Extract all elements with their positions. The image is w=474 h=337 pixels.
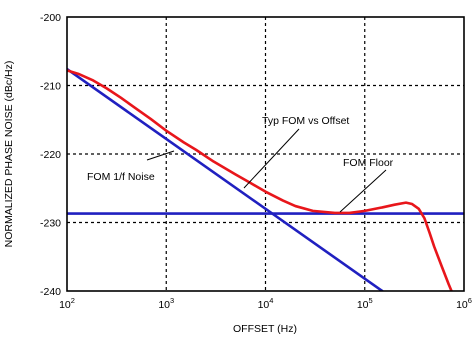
x-tick-label: 104 xyxy=(258,296,274,311)
y-tick-label: -210 xyxy=(40,81,61,93)
x-tick-label: 106 xyxy=(456,296,472,311)
series-fom-1-f-noise xyxy=(67,67,384,291)
annotation-typ-fom: Typ FOM vs Offset xyxy=(262,115,349,127)
annotation-leader-floor xyxy=(339,169,387,213)
y-tick-label: -220 xyxy=(40,149,61,161)
grid-lines xyxy=(67,17,464,291)
y-tick-label: -230 xyxy=(40,218,61,230)
annotation-leader-1f xyxy=(146,150,175,161)
annotation-fom-floor: FOM Floor xyxy=(343,157,394,169)
axis-ticks: 102 103 104 105 106 -200 -210 -220 -230 -240 xyxy=(40,12,472,311)
annotation-fom-1f: FOM 1/f Noise xyxy=(87,171,155,183)
x-tick-label: 102 xyxy=(59,296,75,311)
y-tick-label: -200 xyxy=(40,12,61,24)
x-tick-label: 103 xyxy=(158,296,174,311)
annotations: Typ FOM vs Offset FOM 1/f Noise FOM Floo… xyxy=(87,115,394,213)
series-typ-fom-vs-offset xyxy=(67,69,453,291)
y-tick-label: -240 xyxy=(40,286,61,298)
y-axis-title: NORMALIZED PHASE NOISE (dBc/Hz) xyxy=(3,61,15,248)
series-lines xyxy=(67,67,464,291)
x-tick-label: 105 xyxy=(357,296,373,311)
plot-frame xyxy=(66,16,465,292)
annotation-leader-typ xyxy=(243,128,300,189)
x-axis-title: OFFSET (Hz) xyxy=(233,323,297,335)
